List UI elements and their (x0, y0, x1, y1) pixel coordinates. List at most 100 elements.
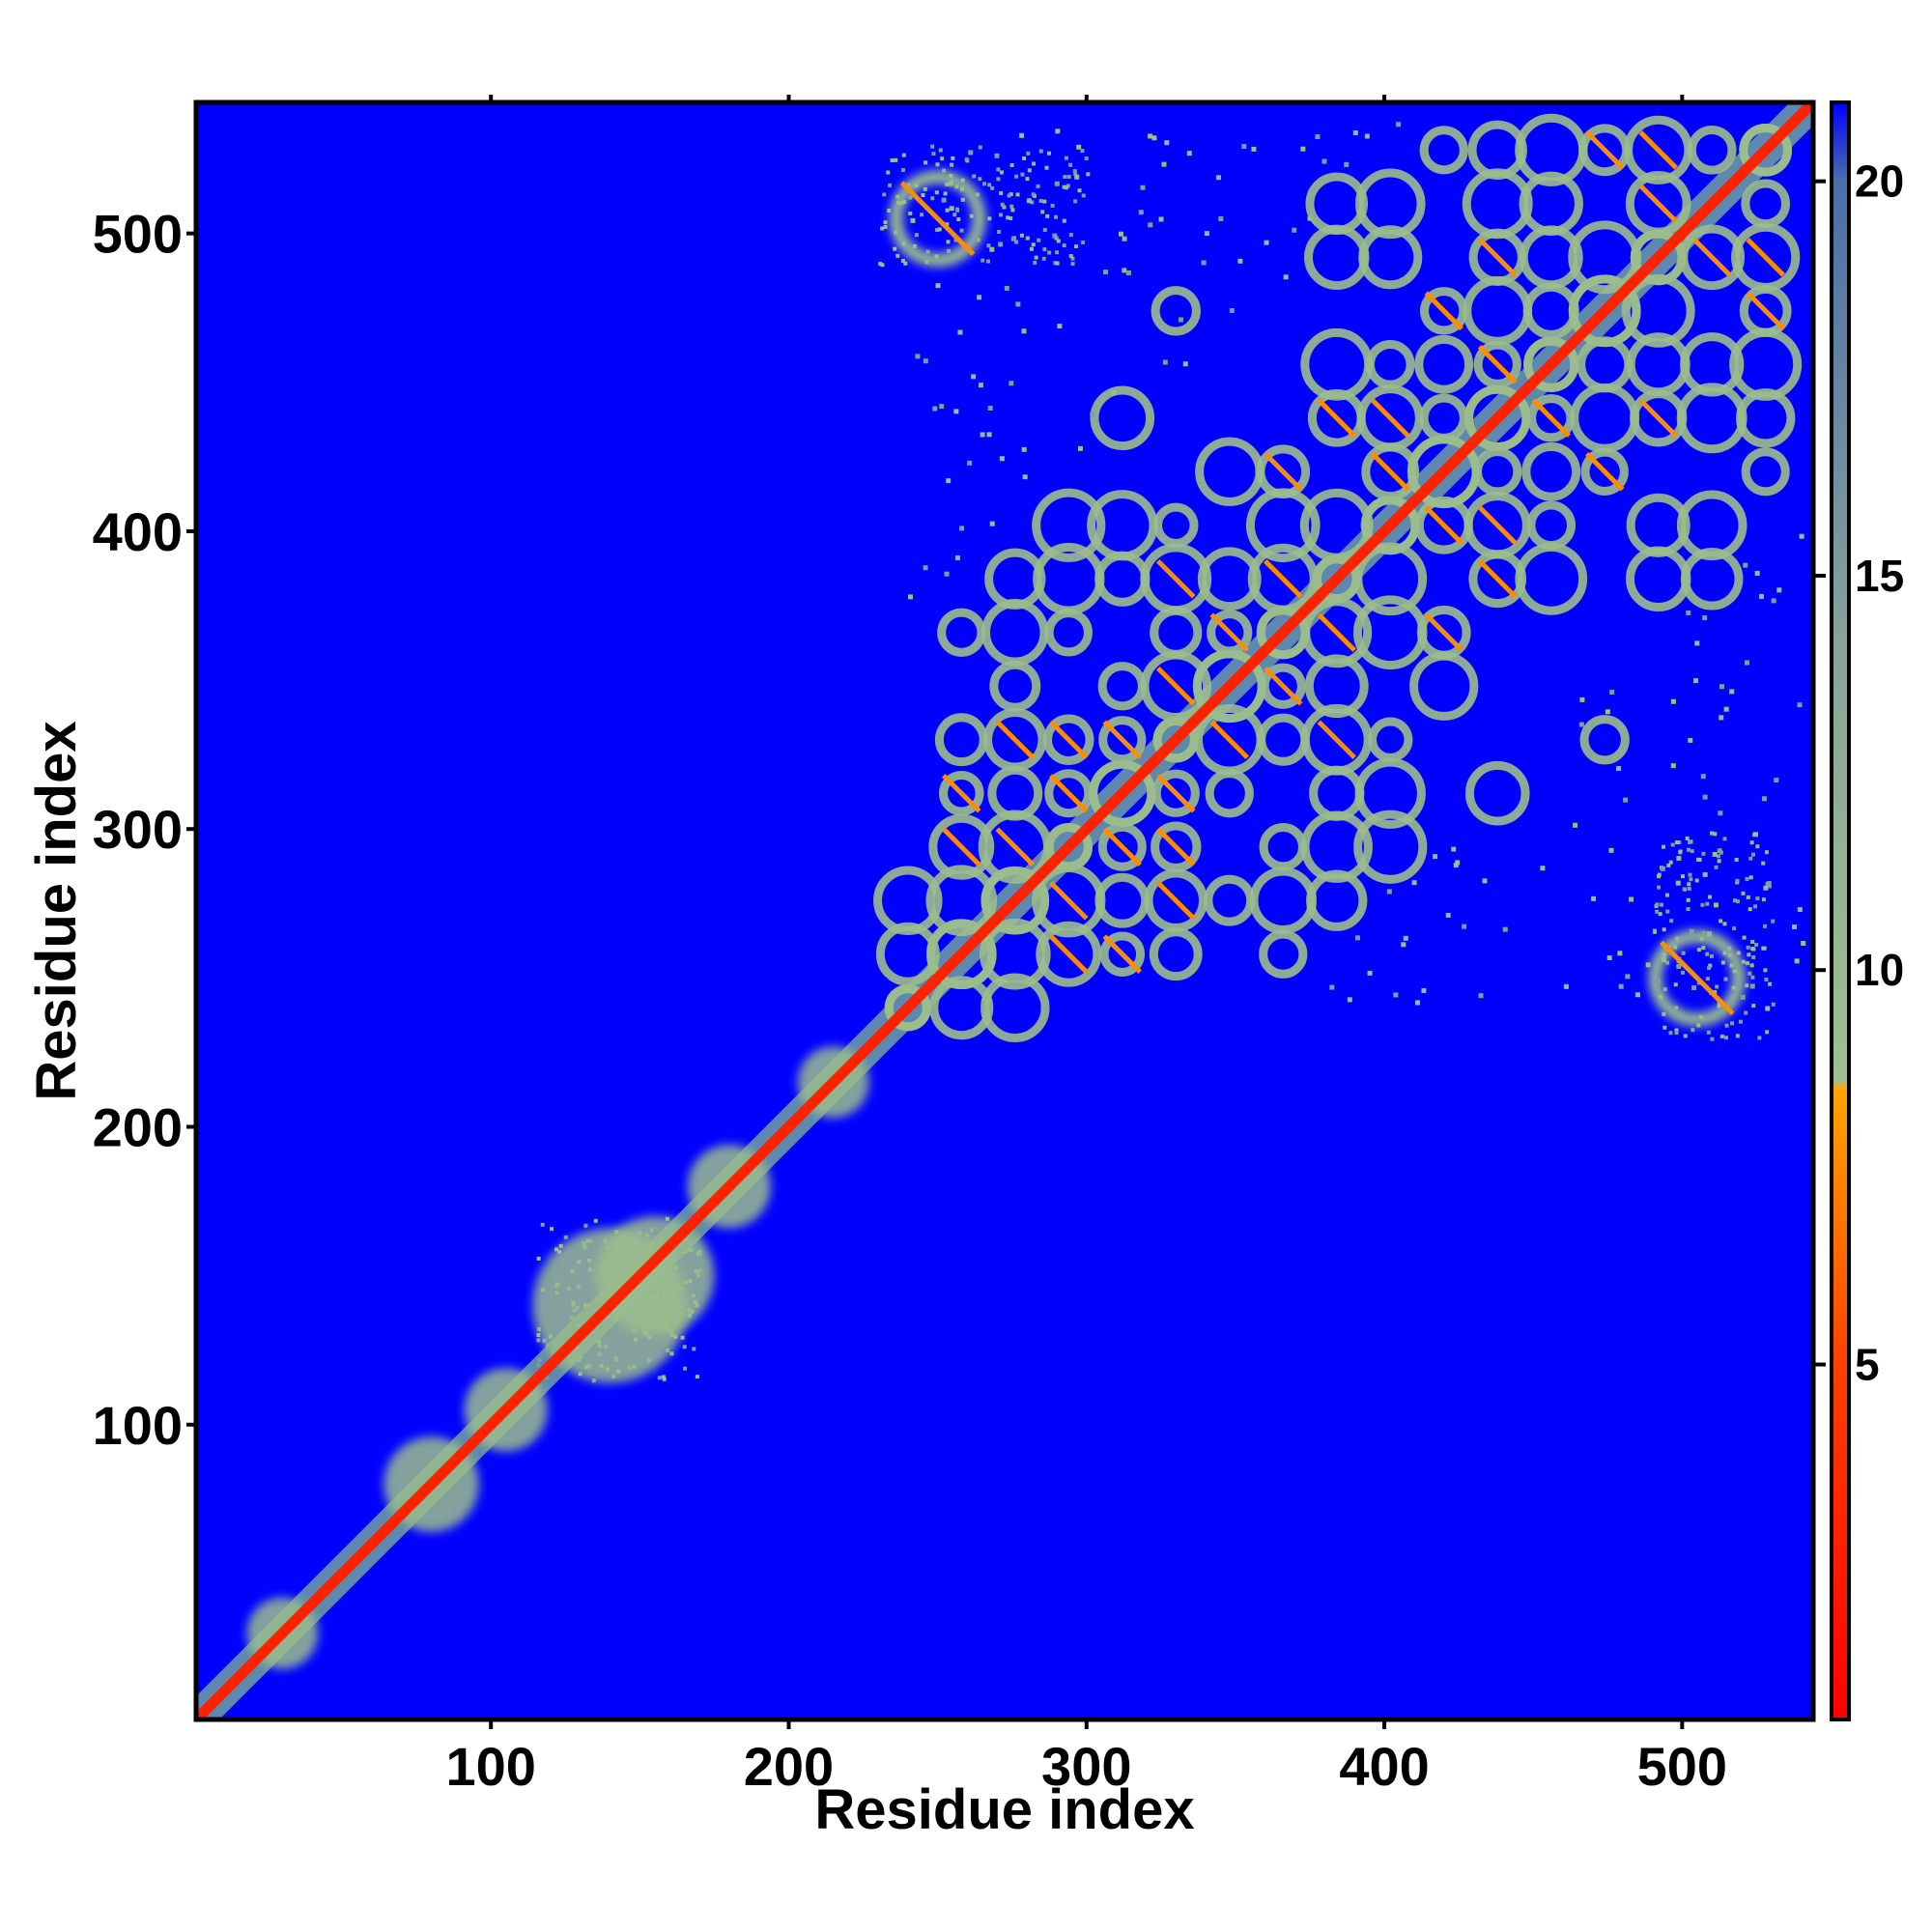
y-tick-label: 200 (93, 1097, 183, 1158)
heatmap-cell (1748, 875, 1753, 880)
heatmap-cell (1354, 935, 1360, 941)
contact-ring (1036, 921, 1102, 987)
heatmap-cell (949, 206, 954, 212)
contact-ring (1197, 547, 1262, 611)
heatmap-cell (1645, 962, 1651, 968)
heatmap-cell (1776, 587, 1782, 593)
contact-ring (1365, 339, 1415, 389)
heatmap-cell (883, 220, 888, 225)
heatmap-cells (196, 102, 1813, 1719)
heatmap-cell (938, 148, 943, 153)
heatmap-cell (1026, 151, 1031, 156)
heatmap-cell (1064, 156, 1068, 160)
heatmap-cell (1445, 912, 1451, 918)
strand-pairing (1584, 452, 1625, 492)
heatmap-cell (925, 249, 930, 254)
contact-ring (925, 865, 998, 937)
heatmap-cell (1044, 165, 1049, 170)
heatmap-cell (987, 406, 993, 412)
heatmap-cell (1709, 953, 1714, 958)
x-axis-ticks: 100 200 300 400 500 (445, 1719, 1727, 1797)
strand-pairing (1531, 398, 1571, 439)
heatmap-cell (1036, 184, 1040, 188)
heatmap-cell (1122, 236, 1127, 242)
heatmap-cell (1762, 923, 1767, 928)
heatmap-cell (1755, 844, 1760, 849)
contact-ring (1153, 502, 1199, 548)
heatmap-cell (1063, 175, 1067, 180)
heatmap-cell (1748, 856, 1753, 861)
heatmap-cell (1364, 133, 1370, 139)
heatmap-cell (1719, 1034, 1724, 1038)
heatmap-cell (964, 156, 969, 161)
heatmap-cell (1264, 240, 1269, 245)
heatmap-cell (998, 213, 1003, 217)
heatmap-cell (1670, 763, 1676, 769)
heatmap-cell (1140, 185, 1146, 190)
heatmap-cell (1050, 203, 1055, 208)
heatmap-cell (1573, 822, 1578, 828)
heatmap-cell (1681, 970, 1686, 975)
heatmap-cell (563, 1235, 568, 1239)
heatmap-cell (944, 571, 950, 577)
heatmap-cell (1019, 132, 1025, 138)
heatmap-cell (1042, 199, 1047, 204)
contact-ring (1526, 500, 1577, 551)
heatmap-cell (1799, 533, 1804, 539)
heatmap-cell (1714, 865, 1719, 869)
heatmap-cell (1708, 963, 1713, 968)
heatmap-cell (1009, 204, 1014, 209)
strand-pairing (1660, 940, 1735, 1016)
heatmap-cell (1010, 236, 1016, 242)
heatmap-cell (887, 208, 892, 213)
heatmap-cell (1451, 846, 1457, 852)
heatmap-cell (1055, 261, 1060, 266)
contact-ring (1414, 334, 1474, 394)
heatmap-cell (682, 1345, 687, 1350)
heatmap-cell (1771, 1002, 1776, 1007)
heatmap-cell (1015, 192, 1020, 197)
heatmap-cell (890, 158, 895, 163)
heatmap-cell (1655, 979, 1661, 984)
colorbar-tick-label: 20 (1855, 156, 1904, 207)
heatmap-cell (1722, 837, 1727, 841)
x-tick-label: 300 (1041, 1736, 1131, 1797)
heatmap-cell (695, 1375, 699, 1379)
heatmap-cell (1745, 961, 1749, 966)
heatmap-cell (1563, 983, 1569, 989)
heatmap-cell (972, 174, 977, 179)
contact-ring (1368, 717, 1413, 762)
heatmap-cell (986, 243, 991, 248)
heatmap-cell (981, 182, 986, 186)
heatmap-cell (1329, 984, 1335, 990)
contact-ring (1089, 759, 1156, 827)
contact-ring (1151, 821, 1202, 872)
contact-ring (1568, 274, 1641, 348)
contact-cluster (889, 170, 986, 268)
contact-ring (928, 813, 995, 880)
heatmap-cell (1021, 446, 1027, 452)
heatmap-cell (900, 168, 905, 173)
heatmap-cell (989, 246, 995, 252)
heatmap-cell (1009, 191, 1013, 196)
contact-ring (1739, 123, 1793, 177)
heatmap-cell (1057, 324, 1063, 329)
heatmap-cell (1694, 878, 1699, 883)
heatmap-cell (955, 208, 960, 213)
heatmap-cell (1007, 193, 1011, 198)
heatmap-cell (1686, 610, 1691, 615)
heatmap-cell (1677, 840, 1682, 845)
heatmap-cell (1403, 935, 1408, 941)
contact-ring (1519, 171, 1583, 237)
heatmap-cell (1763, 885, 1769, 891)
heatmap-cell (1009, 381, 1014, 386)
heatmap-cell (1706, 931, 1712, 937)
heatmap-cell (1029, 246, 1034, 251)
strand-pairing (995, 720, 1036, 759)
heatmap-cell (948, 181, 953, 186)
heatmap-cell (1047, 151, 1052, 156)
contact-cluster (1648, 929, 1746, 1027)
heatmap-cell (1148, 222, 1153, 228)
heatmap-cell (1771, 598, 1776, 604)
heatmap-cell (1701, 931, 1707, 937)
